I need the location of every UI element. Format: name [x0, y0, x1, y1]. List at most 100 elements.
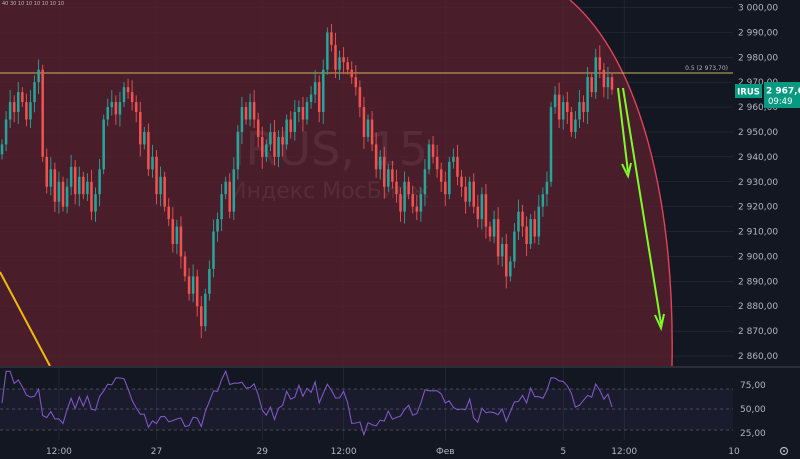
candle-body	[598, 57, 602, 70]
candle-body	[167, 206, 170, 220]
ticker-tag	[735, 84, 762, 98]
candle-body	[37, 69, 40, 83]
candle-body	[464, 186, 467, 202]
arrow-long	[622, 87, 662, 325]
candle-body	[244, 107, 248, 120]
candle-body	[566, 102, 569, 113]
candle-body	[220, 194, 223, 220]
price-tick-label: 3 000,00	[738, 3, 778, 13]
candle-body	[517, 211, 520, 232]
candle-body	[240, 107, 244, 132]
candle-body	[301, 107, 305, 120]
candle-body	[354, 77, 358, 88]
candle-body	[610, 77, 614, 90]
candle-body	[330, 32, 333, 45]
candle-body	[82, 176, 85, 195]
candle-body	[411, 194, 414, 207]
candle-body	[460, 176, 463, 187]
candle-body	[98, 169, 101, 195]
candle-body	[45, 156, 48, 187]
arrow-short-head	[621, 162, 632, 179]
price-tick-label: 2 870,00	[738, 327, 778, 337]
time-tick-label: 5	[560, 447, 566, 457]
candle-body	[500, 244, 504, 257]
candle-body	[374, 144, 378, 170]
candle-body	[183, 256, 187, 277]
price-box	[764, 82, 800, 108]
candle-body	[317, 82, 321, 113]
candle-body	[73, 166, 77, 195]
candle-body	[578, 102, 581, 120]
candle-body	[126, 87, 130, 93]
candle-body	[431, 144, 435, 157]
time-tick-label: 12:00	[331, 447, 357, 457]
candle-body	[582, 102, 585, 113]
candle-body	[293, 112, 297, 132]
trend-line	[0, 271, 51, 367]
candle-body	[407, 181, 410, 195]
candle-body	[17, 92, 20, 113]
time-tick-label: 12:00	[46, 447, 72, 457]
candle-body	[456, 156, 459, 177]
candle-body	[427, 144, 431, 170]
candle-body	[33, 82, 36, 103]
candle-body	[557, 94, 561, 120]
price-tick-label: 2 950,00	[738, 128, 778, 138]
forecast-arrows	[617, 87, 665, 332]
candle-body	[204, 293, 207, 327]
candle-body	[273, 131, 276, 157]
price-tick-label: 2 990,00	[738, 28, 778, 38]
candle-body	[338, 57, 341, 70]
candle-body	[139, 112, 142, 145]
watermark-symbol: IRUS, 15	[232, 122, 428, 176]
candle-body	[118, 102, 122, 115]
candle-body	[395, 181, 398, 195]
candle-body	[435, 156, 439, 170]
candle-body	[57, 181, 61, 202]
candle-body	[309, 94, 313, 103]
arrow-long-head	[654, 313, 665, 332]
candle-body	[106, 107, 109, 120]
candle-body	[236, 131, 240, 170]
candle-body	[590, 77, 593, 93]
candle-body	[326, 32, 329, 70]
candle-body	[383, 156, 386, 187]
candle-body	[281, 136, 284, 145]
candle-body	[313, 82, 317, 95]
candle-body	[187, 276, 191, 294]
candle-body	[570, 112, 573, 132]
time-tick-label: 12:00	[611, 447, 637, 457]
candle-body	[448, 161, 451, 195]
time-axis[interactable]	[0, 440, 800, 459]
candle-body	[41, 69, 44, 157]
candle-body	[134, 102, 138, 113]
candle-body	[114, 102, 118, 115]
candle-body	[265, 144, 268, 157]
ticker-label: IRUS	[737, 88, 760, 98]
candle-body	[155, 156, 158, 195]
candle-body	[110, 102, 114, 108]
candle-body	[452, 156, 455, 162]
candle-body	[269, 131, 272, 145]
candle-body	[297, 107, 301, 113]
price-axis-labels: 3 000,00 2 990,00 2 980,00 2 970,00 2 960,00…	[738, 3, 778, 362]
settings-gear-icon[interactable]	[779, 446, 789, 456]
candle-body	[175, 226, 179, 244]
candle-body	[102, 119, 105, 170]
price-tag[interactable]: IRUS 2 967,64 09:49	[735, 82, 800, 108]
candle-body	[122, 87, 126, 103]
candle-body	[594, 57, 597, 93]
candle-body	[8, 102, 12, 120]
candles	[0, 23, 614, 339]
rsi-label-25: 25,00	[740, 429, 766, 439]
price-axis[interactable]	[733, 0, 800, 440]
candle-body	[289, 119, 292, 132]
candle-body	[439, 169, 443, 182]
candle-body	[252, 102, 256, 120]
header-values: 40 30 10 10 10 10 10 10	[2, 1, 64, 7]
candle-body	[362, 107, 366, 137]
candle-body	[232, 169, 236, 212]
candle-body	[261, 136, 264, 157]
